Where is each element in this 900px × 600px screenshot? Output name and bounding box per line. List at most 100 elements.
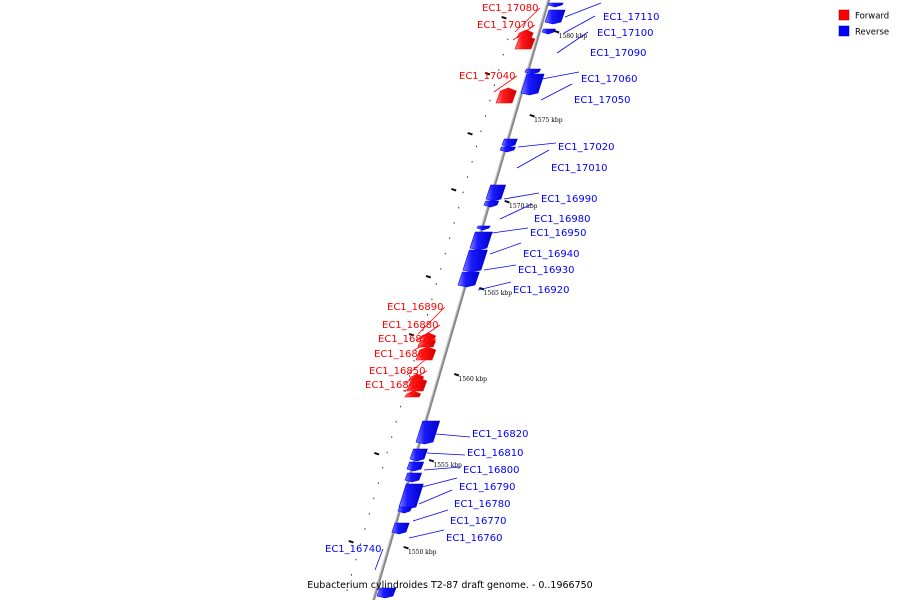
gene-ec1-16920[interactable]: EC1_16920 (457, 271, 569, 296)
gene-block[interactable] (391, 522, 410, 535)
gene-ec1-17040[interactable]: EC1_17040 (459, 71, 518, 104)
gene-label[interactable]: EC1_16890 (387, 302, 443, 313)
major-tick (428, 458, 435, 463)
gene-block[interactable] (547, 2, 564, 8)
left-tick (451, 188, 457, 192)
gene-label[interactable]: EC1_17070 (477, 20, 533, 31)
gene-ec1-17020[interactable]: EC1_17020 (501, 138, 614, 153)
gene-label[interactable]: EC1_17080 (482, 3, 538, 14)
major-tick (529, 113, 535, 118)
minor-tick (346, 589, 348, 591)
gene-ec1-16890[interactable]: EC1_16890 (387, 302, 446, 340)
gene-block[interactable] (501, 138, 518, 148)
gene-label[interactable]: EC1_16940 (523, 249, 579, 260)
gene-label[interactable]: EC1_16870 (378, 334, 434, 345)
gene-label[interactable]: EC1_17050 (574, 95, 630, 106)
gene-block[interactable] (483, 200, 500, 208)
gene-block[interactable] (376, 587, 397, 599)
gene-ec1-16950[interactable]: EC1_16950 (476, 225, 586, 239)
gene-block[interactable] (520, 73, 545, 96)
leader-line (374, 548, 384, 571)
gene-block[interactable] (397, 506, 413, 514)
leader-line (540, 83, 573, 101)
gene-ec1-17090[interactable]: EC1_17090 (541, 28, 646, 59)
gene-block[interactable] (406, 461, 425, 472)
gene-label[interactable]: EC1_16770 (450, 516, 506, 527)
gene-label[interactable]: EC1_16790 (459, 482, 515, 493)
scale-label: 1570 kbp (509, 203, 538, 210)
gene-label[interactable]: EC1_16980 (534, 214, 590, 225)
gene-block[interactable] (544, 9, 566, 25)
gene-ec1-16810[interactable]: EC1_16810 (409, 448, 523, 462)
gene-label[interactable]: EC1_16820 (472, 429, 528, 440)
gene-block[interactable] (404, 390, 422, 398)
gene-block[interactable] (417, 337, 437, 348)
gene-block[interactable] (415, 346, 437, 361)
gene-block[interactable] (476, 225, 491, 231)
minor-tick (359, 543, 361, 545)
minor-tick (377, 482, 379, 484)
gene-ec1-16780[interactable]: EC1_16780 (398, 483, 510, 510)
gene-ec1-16840[interactable]: EC1_16840 (365, 380, 424, 398)
gene-ec1-16980[interactable]: EC1_16980 (483, 200, 590, 225)
gene-ec1-16790[interactable]: EC1_16790 (404, 472, 515, 493)
minor-tick (449, 237, 451, 239)
gene-block[interactable] (514, 35, 536, 50)
gene-ec1-17050[interactable]: EC1_17050 (520, 73, 630, 106)
minor-tick (502, 53, 504, 56)
gene-label[interactable]: EC1_16800 (463, 465, 519, 476)
gene-ec1-16870[interactable]: EC1_16870 (378, 334, 437, 361)
gene-block[interactable] (409, 448, 428, 462)
gene-label[interactable]: EC1_17100 (597, 28, 653, 39)
minor-tick (507, 38, 509, 41)
leader-line (489, 242, 522, 255)
gene-ec1-17010[interactable]: EC1_17010 (499, 146, 607, 174)
gene-ec1-16820[interactable]: EC1_16820 (415, 420, 528, 445)
gene-block[interactable] (415, 420, 441, 445)
gene-label[interactable]: EC1_17010 (551, 163, 607, 174)
gene-label[interactable]: EC1_16930 (518, 265, 574, 276)
gene-block[interactable] (404, 472, 423, 483)
gene-label[interactable]: EC1_16850 (369, 366, 425, 377)
gene-ec1-16760[interactable]: EC1_16760 (391, 522, 502, 544)
gene-label[interactable]: EC1_16780 (454, 499, 510, 510)
gene-block[interactable] (462, 249, 488, 273)
gene-block[interactable] (469, 231, 493, 251)
gene-block[interactable] (541, 28, 556, 35)
gene-ec1-17110[interactable]: EC1_17110 (547, 2, 659, 23)
gene-ec1-17070[interactable]: EC1_17070 (477, 20, 536, 50)
gene-label[interactable]: EC1_17060 (581, 74, 637, 85)
gene-label[interactable]: EC1_16880 (382, 320, 438, 331)
minor-tick (462, 191, 464, 194)
gene-label[interactable]: EC1_16810 (467, 448, 523, 459)
gene-label[interactable]: EC1_16920 (513, 285, 569, 296)
gene-label[interactable]: EC1_16840 (365, 380, 421, 391)
gene-ec1-16880[interactable]: EC1_16880 (382, 320, 441, 348)
gene-label[interactable]: EC1_17040 (459, 71, 515, 82)
gene-label[interactable]: EC1_17020 (558, 142, 614, 153)
gene-ec1-16740[interactable]: EC1_16740 (325, 544, 397, 599)
gene-ec1-16930[interactable]: EC1_16930 (462, 249, 574, 276)
gene-ec1-17100[interactable]: EC1_17100 (544, 9, 653, 39)
gene-label[interactable]: EC1_17110 (603, 12, 659, 23)
leader-line (493, 75, 518, 93)
gene-block[interactable] (398, 483, 424, 510)
minor-tick (400, 405, 402, 408)
gene-ec1-16940[interactable]: EC1_16940 (469, 231, 579, 260)
gene-label[interactable]: EC1_17090 (590, 48, 646, 59)
gene-block[interactable] (524, 68, 541, 75)
gene-ec1-16990[interactable]: EC1_16990 (485, 184, 597, 205)
gene-ec1-16800[interactable]: EC1_16800 (406, 461, 519, 476)
gene-block[interactable] (499, 146, 516, 153)
gene-ec1-17060[interactable]: EC1_17060 (524, 68, 637, 85)
gene-block[interactable] (485, 184, 507, 202)
gene-block[interactable] (495, 87, 517, 104)
gene-block[interactable] (457, 271, 480, 288)
gene-label[interactable]: EC1_16950 (530, 228, 586, 239)
gene-ec1-16770[interactable]: EC1_16770 (397, 506, 506, 527)
gene-label[interactable]: EC1_16860 (374, 349, 430, 360)
gene-label[interactable]: EC1_16740 (325, 544, 381, 555)
minor-tick (368, 512, 370, 515)
gene-label[interactable]: EC1_16760 (446, 533, 502, 544)
gene-label[interactable]: EC1_16990 (541, 194, 597, 205)
